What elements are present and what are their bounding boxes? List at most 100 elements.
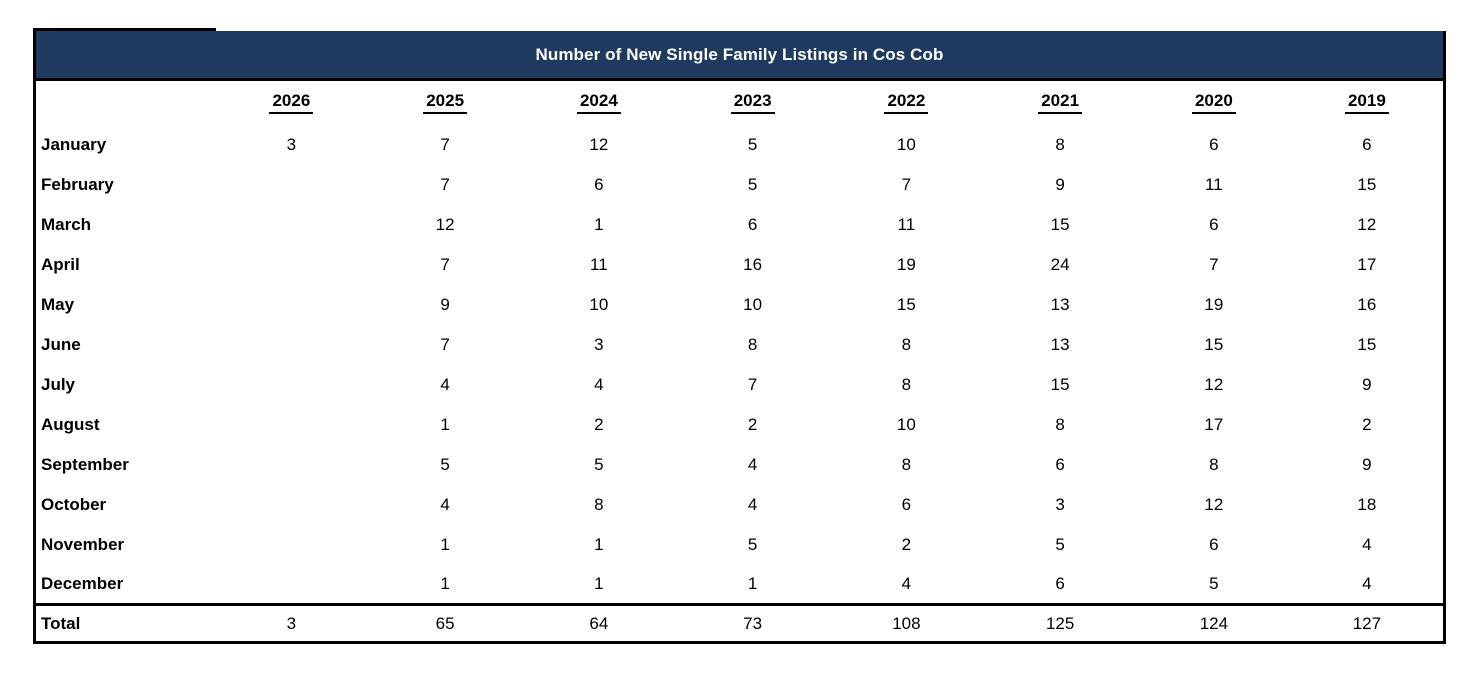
cell-february-2026 [215,165,369,205]
row-label-total: Total [33,603,215,644]
cell-april-2019: 17 [1290,244,1446,285]
cell-october-2022: 6 [901,494,912,514]
cell-december-2020: 5 [1209,573,1219,593]
table-row: October 4 8 4 6 3 12 18 [33,484,1446,525]
table-body: January 3 7 12 5 10 8 6 6 February 7 6 5 7 9 11 15 March 1… [33,124,1446,644]
cell-february-2025: 7 [440,174,450,194]
cell-november-2024: 1 [594,534,604,554]
cell-march-2026 [215,205,369,245]
cell-april-2024: 11 [590,254,608,274]
cell-december-2025: 1 [440,573,450,593]
cell-june-2020: 15 [1204,334,1224,354]
cell-september-2019: 9 [1290,444,1446,485]
cell-february-2022: 7 [901,174,912,194]
year-header-row: 2026 2025 2024 2023 2022 2021 2020 2019 [33,79,1446,125]
cell-july-2026 [215,365,369,405]
cell-total-2021: 125 [983,603,1137,644]
cell-may-2021: 13 [1050,294,1070,314]
cell-march-2024: 1 [594,214,604,234]
cell-may-2024: 10 [589,294,609,314]
cell-july-2025: 4 [440,374,450,394]
cell-total-2025: 65 [368,603,522,644]
cell-june-2022: 8 [901,334,912,354]
cell-total-2026: 3 [214,603,369,644]
cell-october-2024: 8 [594,494,604,514]
cell-december-2019: 4 [1290,564,1446,605]
table-head: Number of New Single Family Listings in … [33,31,1446,125]
cell-august-2025: 1 [440,414,450,434]
row-label-july: July [33,364,215,405]
table-row: March 12 1 6 11 15 6 12 [33,204,1446,245]
cell-september-2024: 5 [594,454,604,474]
cell-november-2025: 1 [440,534,450,554]
cell-september-2021: 6 [1055,454,1065,474]
cell-january-2023: 5 [747,134,758,154]
table-row: November 1 1 5 2 5 6 4 [33,524,1446,565]
listings-table: Number of New Single Family Listings in … [33,31,1446,644]
cell-july-2019: 9 [1290,364,1446,405]
cell-total-2024: 64 [522,603,676,644]
column-header-2025: 2025 [368,80,522,125]
cell-july-2023: 7 [747,374,758,394]
cell-january-2019: 6 [1290,124,1446,165]
cell-august-2020: 17 [1204,414,1224,434]
corner-cell [33,79,215,125]
total-row: Total 3 65 64 73 108 125 124 127 [33,603,1446,644]
column-header-label: 2023 [730,91,775,115]
table-row: August 1 2 2 10 8 17 2 [33,404,1446,445]
cell-total-2023: 73 [675,603,830,644]
cell-november-2023: 5 [747,534,758,554]
title-row: Number of New Single Family Listings in … [33,31,1446,81]
column-header-2024: 2024 [522,80,676,125]
cell-june-2025: 7 [440,334,450,354]
cell-august-2026 [215,405,369,445]
cell-september-2020: 8 [1209,454,1219,474]
cell-total-2022: 108 [829,603,984,644]
cell-july-2022: 8 [901,374,912,394]
cell-april-2023: 16 [743,254,763,274]
cell-march-2022: 11 [897,214,916,234]
cell-january-2026: 3 [286,134,297,154]
column-header-2023: 2023 [676,80,830,125]
cell-july-2021: 15 [1050,374,1070,394]
cell-august-2019: 2 [1290,404,1446,445]
row-label-june: June [33,324,215,365]
cell-may-2020: 19 [1204,294,1224,314]
cell-may-2025: 9 [440,294,450,314]
cell-september-2022: 8 [901,454,912,474]
cell-march-2019: 12 [1290,204,1446,245]
cell-april-2021: 24 [1050,254,1070,274]
column-header-2021: 2021 [983,80,1137,125]
cell-november-2022: 2 [901,534,912,554]
row-label-november: November [33,524,215,565]
cell-october-2023: 4 [747,494,758,514]
cell-total-2020: 124 [1137,603,1291,644]
cell-january-2025: 7 [440,134,450,154]
cell-july-2024: 4 [594,374,604,394]
cell-october-2026 [215,485,369,525]
cell-june-2023: 8 [747,334,758,354]
cell-february-2023: 5 [747,174,758,194]
table-row: September 5 5 4 8 6 8 9 [33,444,1446,485]
cell-may-2022: 15 [896,294,916,314]
cell-august-2023: 2 [747,414,758,434]
cell-february-2024: 6 [594,174,604,194]
cell-december-2026 [215,565,369,605]
column-header-label: 2022 [884,91,929,115]
column-header-2026: 2026 [215,80,369,125]
cell-august-2024: 2 [594,414,604,434]
cell-april-2020: 7 [1209,254,1219,274]
column-header-2020: 2020 [1137,80,1291,125]
table-top-border-segment [33,28,216,31]
cell-january-2020: 6 [1209,134,1219,154]
column-header-label: 2024 [576,91,621,115]
cell-january-2024: 12 [589,134,609,154]
cell-march-2025: 12 [435,214,455,234]
row-label-april: April [33,244,215,285]
cell-december-2023: 1 [747,573,758,593]
cell-september-2026 [215,445,369,485]
column-header-label: 2021 [1038,91,1083,115]
table-row: February 7 6 5 7 9 11 15 [33,164,1446,205]
cell-june-2021: 13 [1050,334,1070,354]
row-label-january: January [33,124,215,165]
